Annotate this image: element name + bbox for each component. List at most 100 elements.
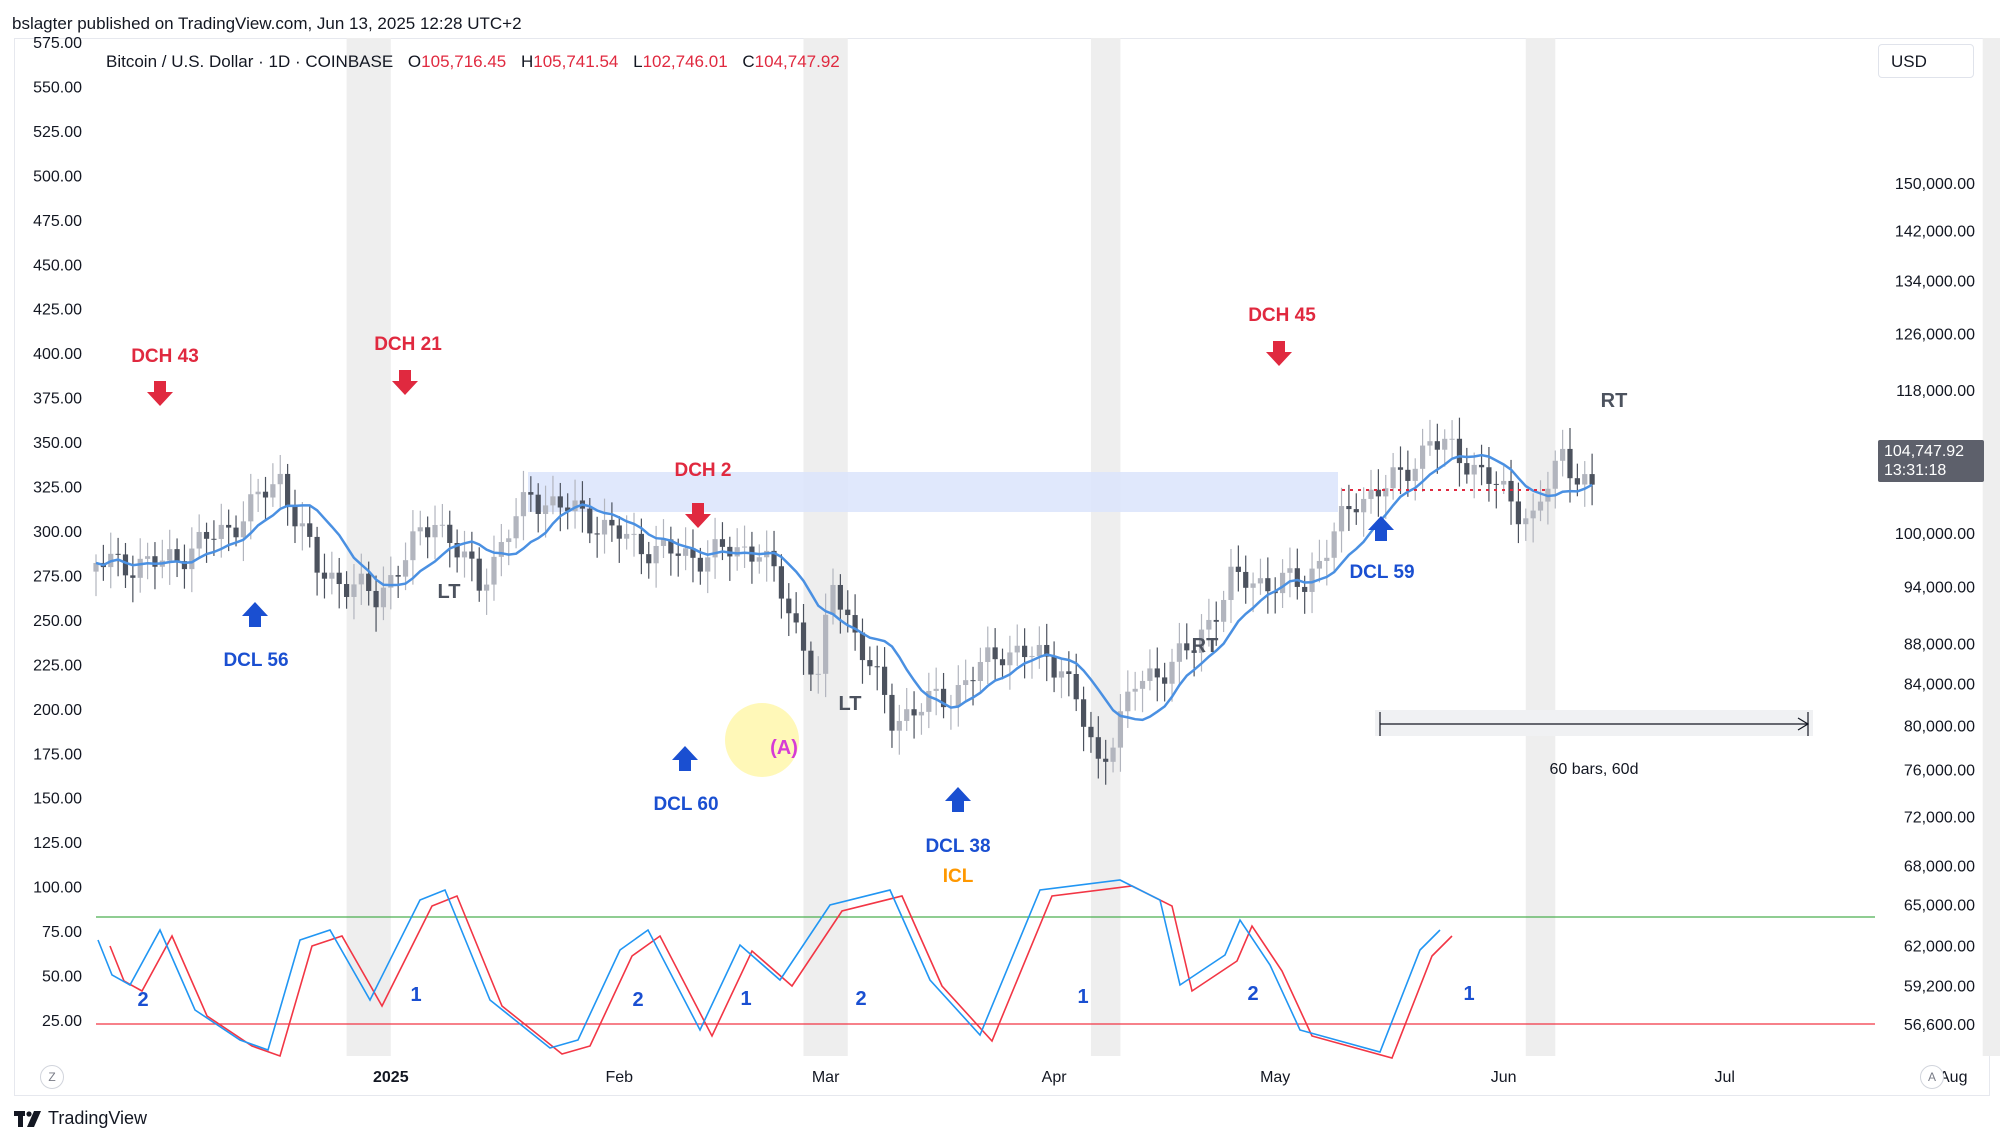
down-arrow-icon: [147, 381, 173, 406]
label-rt-1: RT: [1192, 635, 1219, 657]
right-axis-tick: 80,000.00: [1904, 718, 1975, 735]
candle-body: [1080, 699, 1087, 727]
candle-body: [705, 557, 711, 572]
zoom-button[interactable]: Z: [40, 1065, 64, 1089]
candle-body: [1560, 448, 1566, 461]
candle-body: [417, 527, 423, 532]
candle-body: [255, 491, 261, 495]
left-axis-tick: 50.00: [42, 969, 82, 986]
candle-body: [351, 584, 357, 597]
currency-selector[interactable]: USD: [1878, 44, 1974, 78]
left-axis-tick: 25.00: [42, 1013, 82, 1030]
cycle-band: [1525, 38, 1556, 1056]
candle-body: [167, 549, 173, 561]
candle-body: [557, 496, 563, 508]
auto-scale-button[interactable]: A: [1920, 1065, 1944, 1089]
candle-body: [1442, 438, 1448, 450]
right-axis-tick: 134,000.00: [1895, 274, 1975, 291]
candle-body: [1486, 467, 1492, 484]
right-axis-tick: 72,000.00: [1904, 809, 1975, 826]
candle-body: [262, 491, 269, 498]
candle-body: [93, 562, 99, 572]
candle-body: [211, 538, 217, 540]
candle-body: [144, 556, 151, 559]
candle-body: [1125, 691, 1131, 712]
candle-body: [299, 523, 305, 527]
candle-body: [454, 542, 460, 558]
candle-body: [1213, 619, 1219, 622]
candle-body: [697, 557, 703, 572]
right-axis-tick: 68,000.00: [1904, 859, 1975, 876]
candle-body: [1530, 510, 1536, 519]
up-arrow-icon: [672, 746, 698, 771]
candle-body: [1434, 441, 1440, 450]
range-measure-bg: [1375, 710, 1813, 736]
time-axis-tick: Apr: [1042, 1069, 1068, 1086]
candle-body: [1471, 464, 1477, 475]
candle-body: [1287, 568, 1293, 573]
cycle-arrows: [147, 341, 1394, 812]
candle-body: [1493, 483, 1499, 485]
candle-body: [690, 548, 696, 558]
label-lt-1: LT: [438, 581, 461, 603]
candle-body: [1368, 489, 1374, 499]
candle-body: [196, 531, 202, 549]
open-value: 105,716.45: [421, 52, 507, 71]
right-axis-tick: 59,200.00: [1904, 978, 1975, 995]
candle-body: [904, 709, 910, 721]
support-zone: [528, 472, 1338, 512]
right-axis-tick: 88,000.00: [1904, 636, 1975, 653]
candle-body: [1088, 726, 1094, 738]
candle-body: [631, 533, 637, 535]
candle-body: [1036, 644, 1042, 656]
candle-body: [1456, 438, 1463, 464]
candle-body: [1221, 599, 1227, 622]
candle-body: [1250, 583, 1256, 588]
label-dch2: DCH 2: [674, 460, 731, 481]
candle-body: [1154, 668, 1160, 678]
time-axis: 2025 Feb Mar Apr May Jun Jul Aug: [373, 1069, 1967, 1086]
up-arrow-icon: [945, 787, 971, 812]
candle-body: [889, 694, 895, 731]
cycle-bands: [346, 38, 2000, 1056]
candle-body: [1184, 643, 1190, 651]
candle-body: [1191, 650, 1197, 653]
candle-body: [985, 647, 991, 662]
candle-body: [174, 549, 180, 562]
close-label: C: [742, 52, 755, 71]
candle-body: [1294, 568, 1300, 587]
low-value: 102,746.01: [642, 52, 728, 71]
candle-body: [388, 575, 394, 588]
label-dcl38: DCL 38: [925, 836, 990, 857]
candle-body: [1139, 680, 1146, 689]
right-axis-tick: 94,000.00: [1904, 579, 1975, 596]
candle-body: [1228, 566, 1234, 600]
candle-body: [1066, 671, 1072, 674]
candle-body: [484, 584, 490, 591]
candle-body: [1316, 560, 1323, 569]
left-axis-tick: 350.00: [33, 435, 82, 452]
candle-body: [1331, 531, 1337, 558]
tradingview-logo[interactable]: TradingView: [14, 1108, 147, 1129]
candle-body: [660, 539, 667, 546]
candle-body: [1501, 480, 1507, 485]
candle-body: [402, 560, 409, 577]
down-arrow-icon: [685, 503, 711, 528]
candle-body: [1110, 747, 1116, 762]
label-dcl56: DCL 56: [223, 650, 288, 671]
candle-body: [203, 531, 210, 539]
osc-label: 2: [632, 989, 643, 1011]
candle-body: [425, 527, 431, 538]
right-axis-tick: 150,000.00: [1895, 176, 1975, 193]
candle-body: [1014, 645, 1020, 653]
candle-body: [587, 508, 593, 534]
candle-body: [793, 613, 799, 623]
candle-body: [1346, 506, 1352, 510]
candle-body: [896, 720, 902, 731]
candle-body: [830, 584, 836, 615]
candle-body: [550, 496, 556, 506]
time-axis-tick: 2025: [373, 1069, 409, 1086]
left-axis-tick: 125.00: [33, 835, 82, 852]
time-axis-tick: May: [1260, 1069, 1290, 1086]
